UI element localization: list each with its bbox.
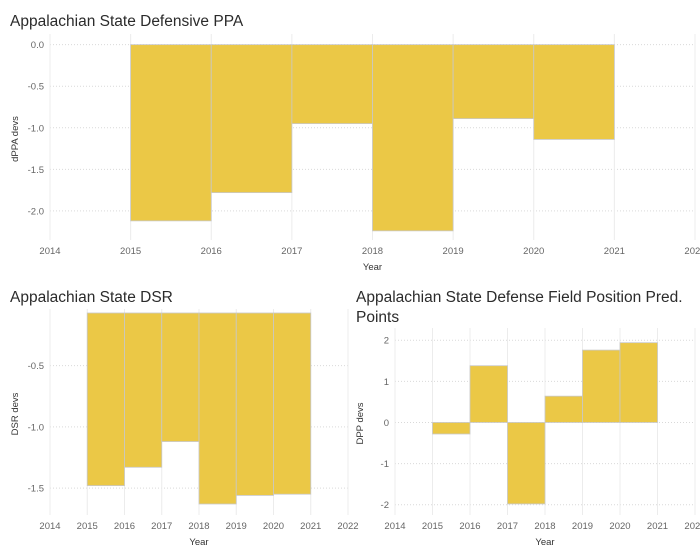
ppa-y-axis-title: dPPA devs xyxy=(10,116,21,162)
dsr-bar-2015 xyxy=(86,312,125,487)
ppa-xtick-label: 2014 xyxy=(39,246,60,257)
ppa-xtick-label: 2019 xyxy=(443,246,464,257)
dsr-xtick-label: 2014 xyxy=(39,521,60,532)
dsr-x-axis-title: Year xyxy=(189,537,208,548)
ppa-xtick-label: 2020 xyxy=(523,246,544,257)
dfp-xtick-label: 2022 xyxy=(684,521,700,532)
ppa-xtick-label: 2021 xyxy=(604,246,625,257)
chart-title-dsr: Appalachian State DSR xyxy=(10,289,173,306)
ppa-ytick-label: -2.0 xyxy=(28,206,44,217)
ppa-bar-2015 xyxy=(130,44,212,222)
dfp-bar-2018 xyxy=(544,395,583,423)
ppa-bar-2020 xyxy=(533,44,615,140)
ppa-ytick-label: -0.5 xyxy=(28,82,44,93)
chart-title-ppa: Appalachian State Defensive PPA xyxy=(10,13,244,30)
chart-title-dfp: Appalachian State Defense Field Position… xyxy=(356,289,683,326)
ppa-ytick-label: 0.0 xyxy=(31,40,44,51)
dsr-xtick-label: 2020 xyxy=(263,521,284,532)
dfp-x-axis-title: Year xyxy=(535,537,554,548)
dsr-xtick-label: 2018 xyxy=(188,521,209,532)
dfp-xtick-label: 2018 xyxy=(534,521,555,532)
dfp-ytick-label: 1 xyxy=(384,377,389,388)
dsr-bar-2016 xyxy=(124,312,163,468)
dfp-bar-2015 xyxy=(432,422,471,435)
dsr-xtick-label: 2017 xyxy=(151,521,172,532)
dfp-bar-2020 xyxy=(619,342,658,423)
dfp-xtick-label: 2017 xyxy=(497,521,518,532)
dsr-bar-2019 xyxy=(235,312,274,496)
dfp-ytick-label: -2 xyxy=(381,500,389,511)
dsr-y-axis-title: DSR devs xyxy=(10,392,21,435)
ppa-bar-2016 xyxy=(210,44,293,194)
dsr-bar-2018 xyxy=(198,312,237,505)
ppa-xtick-label: 2022 xyxy=(684,246,700,257)
dsr-xtick-label: 2019 xyxy=(226,521,247,532)
dfp-bar-2017 xyxy=(507,422,546,505)
ppa-ytick-label: -1.5 xyxy=(28,165,44,176)
ppa-xtick-label: 2015 xyxy=(120,246,141,257)
dsr-xtick-label: 2016 xyxy=(114,521,135,532)
dsr-ytick-label: -1.5 xyxy=(28,484,44,495)
ppa-bar-2018 xyxy=(372,44,454,232)
ppa-bar-2017 xyxy=(291,44,373,125)
dfp-xtick-label: 2015 xyxy=(422,521,443,532)
dsr-xtick-label: 2015 xyxy=(77,521,98,532)
ppa-xtick-label: 2018 xyxy=(362,246,383,257)
dsr-bar-2017 xyxy=(161,312,200,442)
dfp-bar-2019 xyxy=(582,349,621,423)
dfp-ytick-label: -1 xyxy=(381,459,389,470)
dfp-xtick-label: 2014 xyxy=(384,521,405,532)
ppa-x-axis-title: Year xyxy=(363,262,382,273)
dsr-ytick-label: -0.5 xyxy=(28,361,44,372)
dfp-xtick-label: 2016 xyxy=(459,521,480,532)
dfp-ytick-label: 0 xyxy=(384,418,389,429)
dsr-bar-2020 xyxy=(273,312,312,495)
dfp-xtick-label: 2019 xyxy=(572,521,593,532)
dfp-xtick-label: 2021 xyxy=(647,521,668,532)
ppa-bar-2019 xyxy=(452,44,535,120)
dsr-xtick-label: 2022 xyxy=(337,521,358,532)
dsr-xtick-label: 2021 xyxy=(300,521,321,532)
ppa-ytick-label: -1.0 xyxy=(28,123,44,134)
dfp-y-axis-title: DPP devs xyxy=(355,402,366,444)
dfp-bar-2016 xyxy=(469,365,508,423)
ppa-xtick-label: 2016 xyxy=(201,246,222,257)
dfp-xtick-label: 2020 xyxy=(609,521,630,532)
dfp-ytick-label: 2 xyxy=(384,336,389,347)
dsr-ytick-label: -1.0 xyxy=(28,422,44,433)
ppa-xtick-label: 2017 xyxy=(281,246,302,257)
